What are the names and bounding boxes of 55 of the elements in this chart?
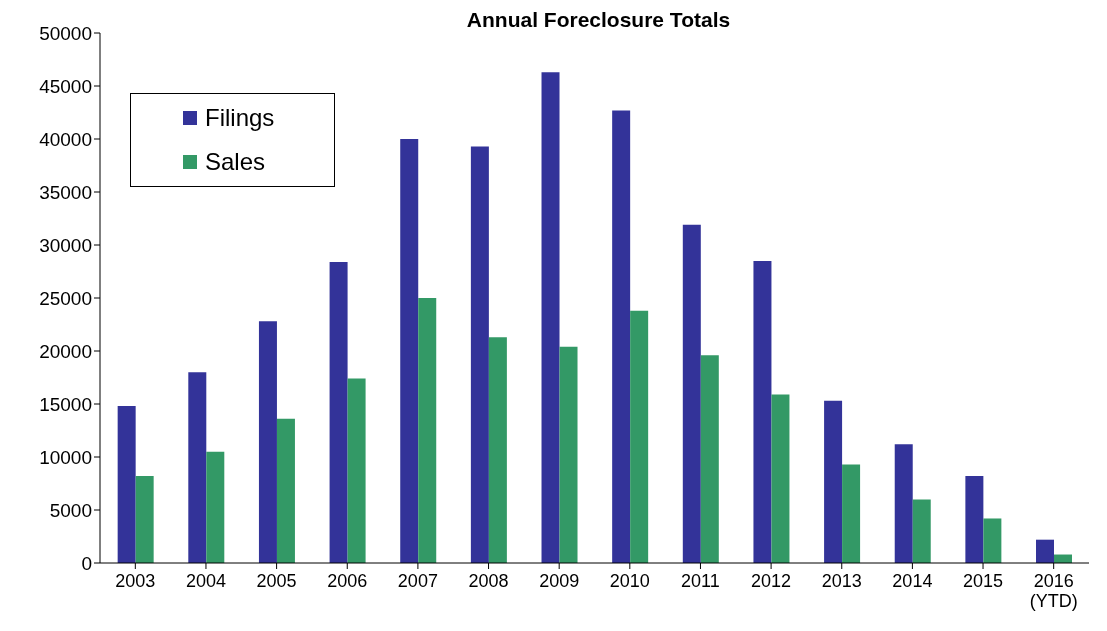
- bar: [771, 394, 790, 563]
- x-tick-label: 2003: [115, 571, 156, 591]
- bar: [612, 110, 631, 563]
- chart-title: Annual Foreclosure Totals: [466, 8, 731, 31]
- x-tick-label: 2004: [185, 571, 226, 591]
- bar: [188, 372, 207, 563]
- bar: [630, 310, 649, 563]
- x-tick-label: 2013: [821, 571, 862, 591]
- bar: [559, 346, 578, 563]
- y-tick-label: 10000: [39, 446, 92, 468]
- bar: [400, 139, 419, 563]
- bar: [488, 337, 507, 563]
- y-tick-label: 20000: [39, 340, 92, 362]
- y-tick-label: 15000: [39, 393, 92, 415]
- y-tick-label: 30000: [39, 234, 92, 256]
- y-tick-label: 45000: [39, 75, 92, 97]
- x-tick-label: 2015: [963, 571, 1004, 591]
- legend-label: Sales: [205, 148, 266, 176]
- bar: [206, 451, 225, 563]
- x-tick-label: 2009: [539, 571, 580, 591]
- x-tick-label: 2016 (YTD): [1029, 571, 1078, 611]
- bar: [753, 260, 772, 563]
- bar: [824, 400, 843, 563]
- x-tick-label: 2008: [468, 571, 509, 591]
- x-tick-label: 2005: [256, 571, 297, 591]
- bar: [1036, 539, 1055, 563]
- bar: [329, 261, 348, 563]
- x-tick-label: 2010: [609, 571, 650, 591]
- bar: [347, 378, 366, 563]
- bar: [682, 224, 701, 563]
- bar: [135, 476, 154, 563]
- bar: [258, 321, 277, 563]
- y-tick-label: 40000: [39, 128, 92, 150]
- y-tick-label: 25000: [39, 287, 92, 309]
- y-tick-label: 0: [81, 552, 92, 574]
- bar: [842, 464, 861, 563]
- x-tick-label: 2011: [681, 571, 720, 591]
- y-tick-label: 5000: [49, 499, 92, 521]
- bar: [418, 298, 437, 563]
- bar: [276, 418, 295, 563]
- x-tick-label: 2006: [327, 571, 368, 591]
- bar: [965, 476, 984, 563]
- x-tick-label: 2012: [751, 571, 792, 591]
- x-tick-label: 2007: [397, 571, 438, 591]
- bar: [983, 518, 1002, 563]
- bar: [541, 72, 560, 563]
- bar: [912, 499, 931, 563]
- x-tick-label: 2014: [892, 571, 933, 591]
- y-tick-label: 50000: [39, 22, 92, 44]
- bar: [470, 146, 489, 563]
- bar: [117, 406, 136, 563]
- bar: [700, 355, 719, 563]
- legend-label: Filings: [205, 104, 275, 132]
- bar: [894, 444, 913, 563]
- y-tick-label: 35000: [39, 181, 92, 203]
